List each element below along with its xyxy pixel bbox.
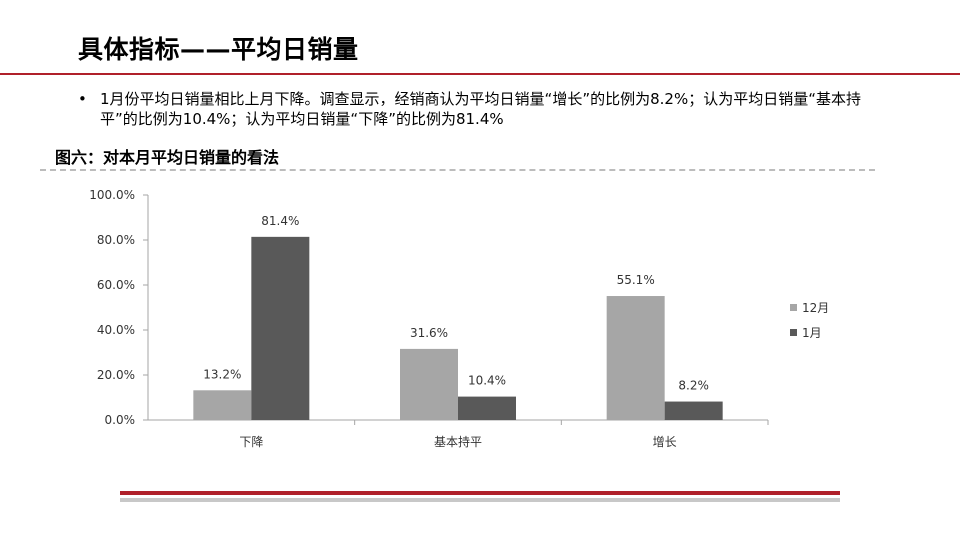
x-category-label: 下降: [239, 435, 263, 449]
figure-divider: [40, 169, 875, 171]
x-category-label: 基本持平: [434, 434, 482, 449]
data-label: 31.6%: [410, 326, 448, 340]
data-label: 8.2%: [678, 379, 709, 393]
footer-rule-gray: [120, 498, 840, 502]
y-tick-label: 20.0%: [97, 368, 135, 382]
figure-title: 图六：对本月平均日销量的看法: [55, 148, 280, 167]
data-label: 81.4%: [261, 214, 299, 228]
title-divider: [0, 73, 960, 75]
bar-dec: [193, 390, 252, 420]
bar-jan: [251, 236, 310, 420]
slide-title: 具体指标——平均日销量: [78, 35, 359, 64]
legend-label: 12月: [802, 301, 829, 315]
legend-swatch: [790, 329, 797, 336]
bar-dec: [606, 296, 665, 420]
y-tick-label: 0.0%: [105, 413, 136, 427]
y-tick-label: 80.0%: [97, 233, 135, 247]
bar-chart: 0.0% 20.0% 40.0% 60.0% 80.0% 100.0% 下降 13.2% 81.…: [89, 188, 829, 449]
bullet-marker: •: [78, 90, 87, 108]
data-label: 55.1%: [617, 273, 655, 287]
bar-dec: [400, 348, 458, 420]
y-tick-label: 100.0%: [89, 188, 135, 202]
bar-jan: [458, 396, 516, 420]
data-label: 10.4%: [468, 374, 506, 388]
x-category-label: 增长: [653, 435, 677, 449]
y-tick-label: 40.0%: [97, 323, 135, 337]
legend-swatch: [790, 304, 797, 311]
summary-bullet: • 1月份平均日销量相比上月下降。调查显示，经销商认为平均日销量“增长”的比例为…: [78, 89, 898, 129]
footer-rule-red: [120, 491, 840, 495]
bar-jan: [664, 401, 723, 420]
summary-text: 1月份平均日销量相比上月下降。调查显示，经销商认为平均日销量“增长”的比例为8.…: [100, 90, 861, 128]
legend-label: 1月: [802, 326, 822, 340]
data-label: 13.2%: [203, 367, 241, 381]
y-tick-label: 60.0%: [97, 278, 135, 292]
